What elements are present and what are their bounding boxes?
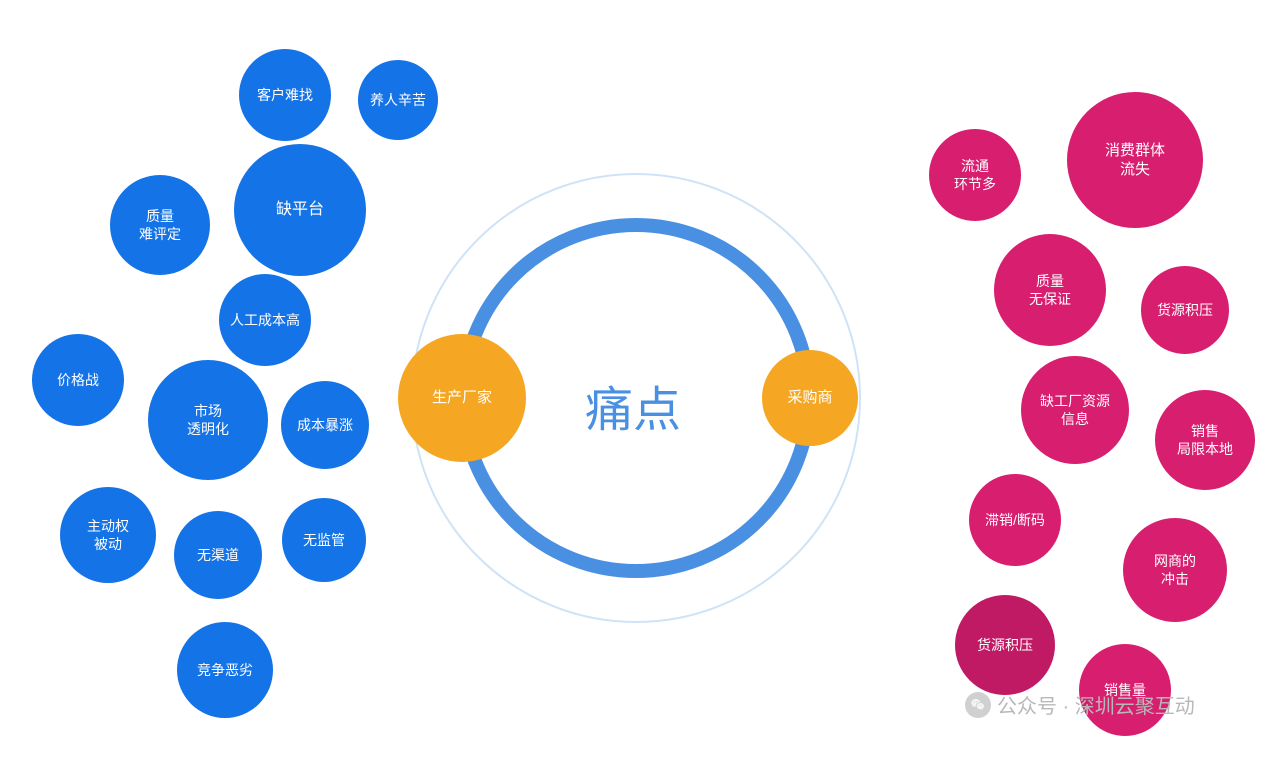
- left-bubble-l3: 质量 难评定: [110, 175, 210, 275]
- left-bubble-l7: 市场 透明化: [148, 360, 268, 480]
- left-bubble-l2-label: 养人辛苦: [370, 91, 426, 109]
- right-bubble-r8: 网商的 冲击: [1123, 518, 1227, 622]
- right-bubble-r7: 滞销/断码: [969, 474, 1061, 566]
- right-bubble-r6-label: 销售 局限本地: [1177, 422, 1233, 458]
- right-bubble-r3-label: 质量 无保证: [1029, 272, 1071, 308]
- right-bubble-r2: 消费群体 流失: [1067, 92, 1203, 228]
- right-bubble-r1: 流通 环节多: [929, 129, 1021, 221]
- left-bubble-l2: 养人辛苦: [358, 60, 438, 140]
- left-bubble-l8: 成本暴涨: [281, 381, 369, 469]
- left-bubble-l9-label: 主动权 被动: [87, 517, 129, 553]
- right-bubble-r4: 货源积压: [1141, 266, 1229, 354]
- left-bubble-l7-label: 市场 透明化: [187, 402, 229, 438]
- watermark: 公众号 · 深圳云聚互动: [965, 690, 1195, 719]
- center-title: 痛点: [585, 370, 681, 440]
- left-bubble-l4: 缺平台: [234, 144, 366, 276]
- left-bubble-l10: 无渠道: [174, 511, 262, 599]
- left-bubble-l9: 主动权 被动: [60, 487, 156, 583]
- hub-hub-buyer-label: 采购商: [787, 388, 832, 408]
- right-bubble-r2-label: 消费群体 流失: [1105, 141, 1165, 180]
- right-bubble-r8-label: 网商的 冲击: [1154, 552, 1196, 588]
- left-bubble-l5-label: 人工成本高: [230, 311, 300, 329]
- right-bubble-r7-label: 滞销/断码: [985, 511, 1045, 529]
- left-bubble-l1-label: 客户难找: [257, 86, 313, 104]
- left-bubble-l10-label: 无渠道: [197, 546, 239, 564]
- wechat-icon: [965, 692, 991, 718]
- left-bubble-l12: 竞争恶劣: [177, 622, 273, 718]
- right-bubble-r4-label: 货源积压: [1157, 301, 1213, 319]
- left-bubble-l4-label: 缺平台: [276, 200, 324, 221]
- hub-hub-buyer: 采购商: [762, 350, 858, 446]
- right-bubble-r3: 质量 无保证: [994, 234, 1106, 346]
- right-bubble-r1-label: 流通 环节多: [954, 157, 996, 193]
- hub-hub-producer-label: 生产厂家: [432, 388, 492, 408]
- watermark-text: 公众号 · 深圳云聚互动: [997, 690, 1195, 719]
- left-bubble-l3-label: 质量 难评定: [139, 207, 181, 243]
- left-bubble-l8-label: 成本暴涨: [297, 416, 353, 434]
- right-bubble-r5: 缺工厂资源 信息: [1021, 356, 1129, 464]
- left-bubble-l11-label: 无监管: [303, 531, 345, 549]
- right-bubble-r5-label: 缺工厂资源 信息: [1040, 392, 1110, 428]
- right-bubble-r9: 货源积压: [955, 595, 1055, 695]
- right-bubble-r9-label: 货源积压: [977, 636, 1033, 654]
- left-bubble-l6: 价格战: [32, 334, 124, 426]
- hub-hub-producer: 生产厂家: [398, 334, 526, 462]
- left-bubble-l12-label: 竞争恶劣: [197, 661, 253, 679]
- left-bubble-l11: 无监管: [282, 498, 366, 582]
- left-bubble-l5: 人工成本高: [219, 274, 311, 366]
- left-bubble-l1: 客户难找: [239, 49, 331, 141]
- right-bubble-r6: 销售 局限本地: [1155, 390, 1255, 490]
- left-bubble-l6-label: 价格战: [57, 371, 99, 389]
